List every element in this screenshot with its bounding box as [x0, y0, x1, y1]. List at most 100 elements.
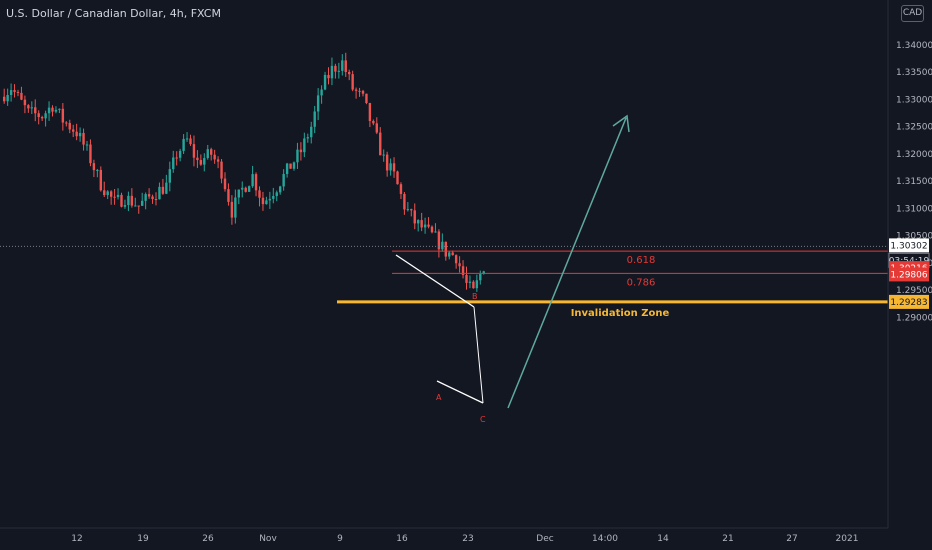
candle-body — [334, 65, 337, 72]
candle — [27, 104, 30, 113]
candle — [72, 124, 75, 138]
price-tick: 1.30500 — [896, 232, 932, 242]
candle — [434, 223, 437, 233]
candle-body — [244, 187, 247, 192]
candle — [327, 67, 330, 85]
candle — [175, 151, 178, 166]
candle-body — [354, 89, 358, 91]
symbol-title[interactable]: U.S. Dollar / Canadian Dollar, 4h, FXCM — [6, 7, 221, 20]
candle-body — [203, 158, 206, 165]
candle — [137, 205, 140, 214]
candle-body — [51, 107, 54, 112]
candle — [351, 70, 354, 92]
time-tick: Nov — [259, 534, 277, 544]
candle-body — [227, 189, 230, 202]
candle-body — [361, 90, 365, 94]
candle — [237, 189, 240, 205]
candle-body — [379, 132, 382, 156]
candle-body — [9, 90, 13, 95]
wedge-upper-line[interactable] — [395, 254, 475, 308]
candle-body — [479, 273, 482, 281]
time-axis[interactable]: 12 19 26 Nov 9 16 23 Dec 14:00 14 21 27 2021 — [71, 534, 858, 544]
candle-body — [313, 111, 316, 127]
candle — [254, 172, 258, 197]
candle-body — [65, 122, 68, 124]
candle — [427, 217, 430, 229]
candle-body — [337, 70, 341, 72]
projection-arrow-line[interactable] — [507, 117, 627, 409]
candle — [330, 57, 334, 86]
candle — [220, 159, 223, 184]
candle-body — [158, 186, 161, 200]
candle-body — [106, 191, 109, 196]
candle — [103, 181, 106, 197]
currency-badge[interactable]: CAD — [901, 5, 924, 22]
candle — [265, 196, 268, 205]
candle — [337, 62, 341, 79]
candle — [344, 52, 347, 77]
candle-body — [75, 131, 78, 137]
candle — [185, 132, 189, 142]
candle-body — [403, 193, 406, 210]
candle — [227, 183, 230, 206]
time-tick: Dec — [536, 534, 553, 544]
candle — [382, 149, 385, 162]
candle — [285, 162, 289, 178]
candle — [47, 101, 51, 121]
candle — [354, 87, 358, 99]
invalidation-badge-text: 1.29283 — [890, 298, 927, 308]
candle — [375, 117, 378, 135]
candle-body — [216, 159, 220, 162]
candle-body — [168, 169, 171, 183]
candle-body — [341, 60, 344, 71]
candle-body — [482, 271, 485, 274]
candle-body — [92, 163, 96, 171]
candle — [54, 106, 58, 114]
candle — [465, 266, 468, 290]
candle-body — [344, 60, 347, 73]
candle-body — [127, 195, 130, 206]
candle-body — [296, 149, 299, 163]
candle-body — [3, 96, 6, 102]
candle-body — [213, 154, 216, 160]
candle — [89, 139, 92, 167]
candle — [320, 85, 323, 104]
time-tick: 23 — [462, 534, 473, 544]
candle — [313, 105, 316, 134]
candle-body — [454, 255, 458, 264]
candle — [234, 189, 237, 224]
candle — [16, 89, 20, 97]
candle-body — [241, 187, 244, 190]
candle-body — [396, 171, 399, 185]
candle-body — [89, 144, 92, 164]
wedge-lower-line[interactable] — [436, 380, 484, 404]
candle — [58, 108, 61, 114]
candle-body — [123, 205, 127, 207]
candle-body — [358, 90, 361, 92]
candle-body — [109, 191, 113, 197]
candle — [230, 195, 234, 225]
candle — [168, 161, 171, 192]
candle — [30, 101, 33, 114]
projection-arrow-head — [612, 114, 630, 133]
candle — [368, 102, 372, 128]
time-tick: 16 — [396, 534, 408, 544]
fib-786-label: 0.786 — [627, 277, 656, 288]
invalidation-badge-bg — [889, 294, 929, 309]
candle — [13, 84, 16, 98]
candle — [241, 181, 244, 198]
candle — [316, 88, 320, 121]
candle-body — [68, 122, 71, 130]
price-tick: 1.29000 — [896, 313, 932, 323]
candle — [441, 233, 444, 252]
candle-body — [82, 132, 85, 145]
candle — [165, 174, 168, 195]
candle-body — [282, 174, 285, 187]
candle — [385, 151, 389, 177]
candle-body — [247, 186, 251, 192]
candle — [192, 135, 196, 167]
candle-body — [13, 90, 16, 92]
current-price-badge-text: 1.30302 — [890, 241, 927, 251]
